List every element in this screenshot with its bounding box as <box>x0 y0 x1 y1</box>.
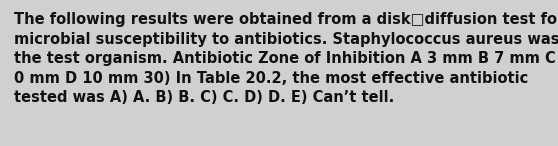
Text: The following results were obtained from a disk□diffusion test for
microbial sus: The following results were obtained from… <box>14 12 558 105</box>
